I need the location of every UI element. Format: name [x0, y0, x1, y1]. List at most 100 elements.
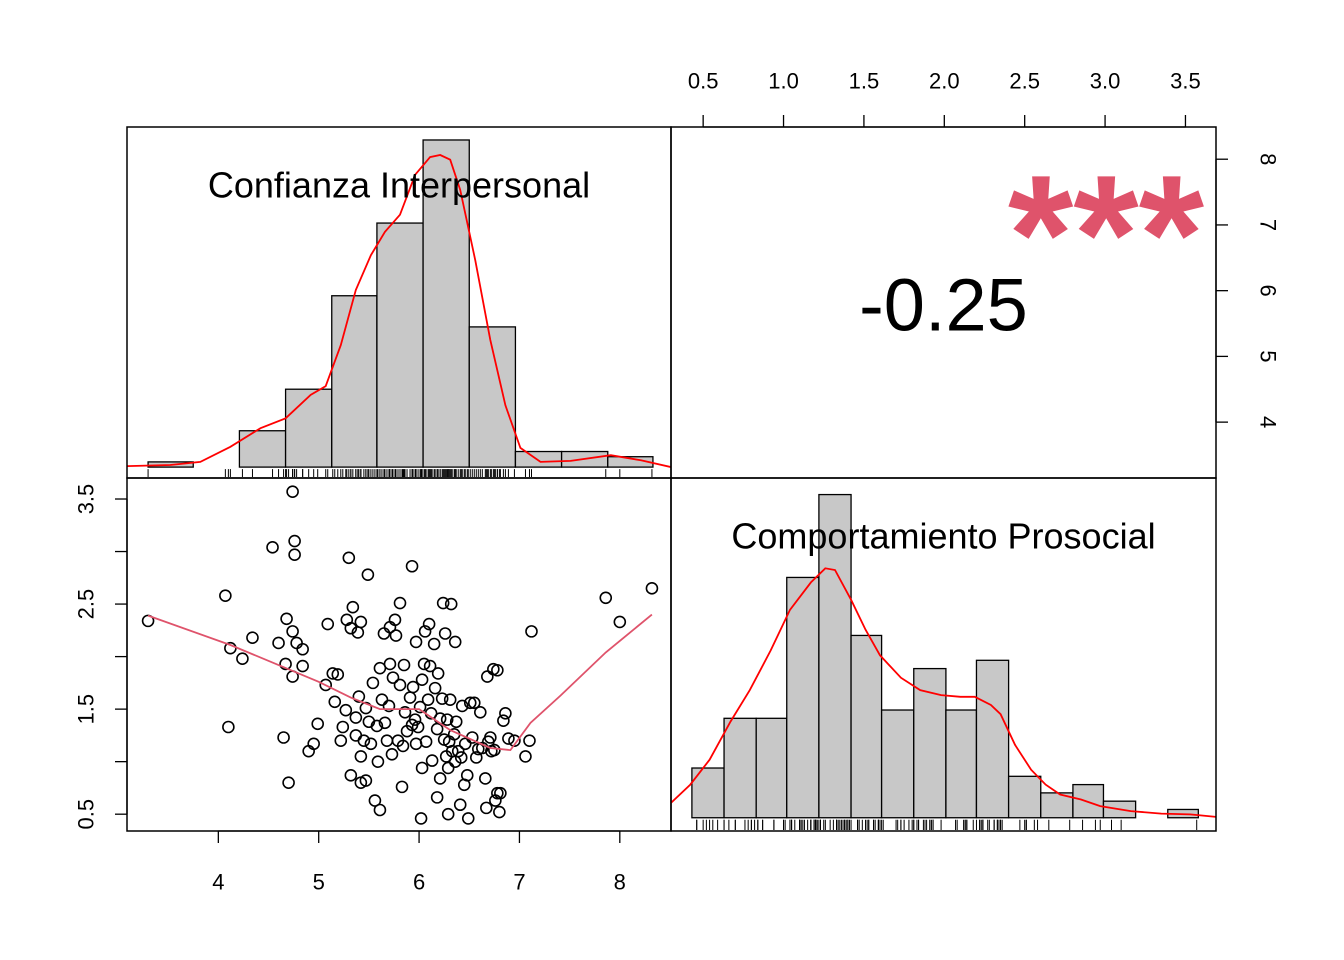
scatter-point — [383, 657, 397, 671]
scatter-point — [613, 615, 627, 629]
panel-frame — [670, 477, 1217, 832]
scatter-point — [473, 705, 487, 719]
panel-title: Comportamiento Prosocial — [731, 516, 1155, 557]
scatter-point — [455, 699, 469, 713]
scatter-point — [438, 627, 452, 640]
x-tick-label: 6 — [413, 870, 425, 895]
x-tick-label: 0.5 — [688, 69, 719, 94]
scatter-point — [371, 755, 385, 768]
scatter-point — [349, 711, 363, 724]
scatter-point — [344, 769, 358, 782]
scatter-point — [414, 812, 428, 825]
x-tick-label: 5 — [313, 870, 325, 895]
x-tick-label: 3.0 — [1090, 69, 1121, 94]
scatter-point — [645, 582, 659, 595]
scatter-point — [428, 681, 442, 695]
scatter-point — [219, 589, 232, 602]
scatter-point — [427, 637, 441, 651]
scatter-point — [599, 591, 613, 605]
scatter-point — [430, 791, 444, 804]
scatter-point — [279, 657, 292, 671]
histogram-bar — [284, 388, 333, 468]
scatter-point — [444, 597, 458, 611]
scatter-point — [344, 621, 358, 635]
histogram-bar — [755, 717, 788, 819]
y-tick-label: 6 — [1256, 285, 1281, 297]
x-tick-label: 1.0 — [768, 69, 799, 94]
histogram-bar — [514, 450, 563, 468]
scatter-point — [328, 695, 342, 709]
x-tick-label: 8 — [614, 870, 626, 895]
scatter-point — [396, 739, 410, 753]
scatter-point — [354, 750, 368, 763]
scatter-point — [361, 568, 375, 581]
scatter-point — [346, 600, 360, 614]
x-tick-label: 2.0 — [929, 69, 960, 94]
scatter-point — [454, 751, 468, 764]
scatter-point — [385, 748, 399, 761]
scatter-point — [493, 805, 506, 819]
scatter-point — [436, 596, 450, 610]
scatter-point — [449, 715, 463, 729]
scatter-point — [440, 713, 454, 726]
scatter-point — [236, 652, 249, 666]
scatter-point — [393, 596, 407, 610]
scatter-point — [480, 801, 493, 815]
scatter-point — [296, 642, 309, 656]
scatter-point — [418, 625, 432, 638]
scatter-point — [331, 668, 345, 681]
scatter-point — [469, 751, 483, 764]
scatter-point — [502, 732, 515, 745]
scatter-point — [286, 485, 299, 498]
scatter-point — [479, 772, 492, 785]
scatter-point — [467, 696, 481, 710]
scatter-point — [277, 731, 290, 744]
curve — [147, 613, 653, 752]
scatter-point — [378, 716, 392, 730]
scatter-point — [336, 720, 350, 734]
histogram-bar — [975, 659, 1010, 819]
y-tick-label: 1.5 — [74, 694, 99, 725]
scatter-point — [425, 754, 439, 767]
curve — [671, 567, 1216, 818]
histogram-bar — [607, 456, 654, 468]
scatter-point — [435, 692, 449, 705]
scatter-point — [411, 720, 425, 734]
scatter-point — [288, 534, 301, 548]
panel-title: Confianza Interpersonal — [208, 165, 590, 206]
scatter-point — [342, 551, 356, 565]
scatter-point — [393, 678, 407, 692]
scatter-point — [375, 693, 389, 706]
scatter-point — [460, 769, 474, 782]
scatter-point — [334, 734, 348, 747]
scatter-point — [359, 774, 373, 787]
scatter-point — [222, 720, 235, 734]
x-tick-label: 1.5 — [849, 69, 880, 94]
scatter-point — [433, 772, 447, 785]
scatter-point — [359, 701, 373, 715]
scatter-point — [413, 700, 427, 714]
y-tick-label: 2.5 — [74, 589, 99, 620]
scatter-point — [307, 737, 320, 751]
scatter-point — [286, 625, 299, 638]
histogram-bar — [1007, 775, 1042, 819]
histogram-bar — [818, 493, 852, 819]
scatter-point — [443, 693, 457, 706]
histogram-bar — [723, 717, 757, 819]
scatter-point — [406, 680, 420, 694]
x-tick-label: 2.5 — [1009, 69, 1040, 94]
scatter-point — [422, 617, 436, 631]
scatter-point — [321, 617, 335, 631]
histogram-bar — [945, 709, 978, 819]
scatter-point — [272, 636, 285, 650]
y-tick-label: 8 — [1256, 153, 1281, 165]
scatter-point — [519, 750, 532, 763]
scatter-point — [451, 744, 465, 758]
y-tick-label: 7 — [1256, 219, 1281, 231]
scatter-point — [389, 629, 403, 642]
scatter-point — [319, 678, 333, 692]
scatter-point — [441, 761, 455, 775]
scatter-point — [431, 667, 445, 680]
